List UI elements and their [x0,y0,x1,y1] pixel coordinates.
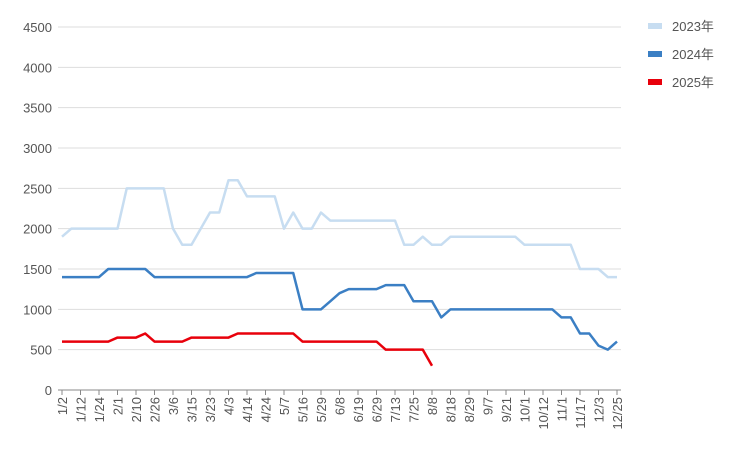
y-tick-label: 3500 [23,101,52,116]
y-tick-label: 1000 [23,302,52,317]
x-tick-label: 6/8 [333,397,348,415]
legend-swatch [648,23,662,29]
y-tick-label: 4500 [23,20,52,35]
x-tick-label: 5/7 [277,397,292,415]
x-tick-label: 12/3 [592,397,607,422]
x-tick-label: 7/25 [407,397,422,422]
x-tick-label: 11/1 [555,397,570,421]
x-tick-label: 9/7 [481,397,496,415]
y-tick-label: 2000 [23,222,52,237]
x-tick-label: 3/15 [185,397,200,422]
x-tick-label: 2/1 [111,397,126,415]
x-tick-label: 10/12 [536,397,551,430]
x-tick-label: 1/24 [92,397,107,422]
x-tick-label: 6/29 [370,397,385,422]
x-tick-label: 12/25 [610,397,625,430]
x-tick-label: 8/18 [444,397,459,422]
x-tick-label: 7/13 [388,397,403,422]
y-tick-label: 0 [45,383,52,398]
x-tick-label: 2/10 [129,397,144,422]
legend-swatch [648,79,662,85]
series-line [62,267,618,351]
x-tick-label: 4/3 [222,397,237,415]
legend-label: 2024年 [672,47,714,62]
x-tick-label: 6/19 [351,397,366,422]
y-tick-label: 500 [30,343,52,358]
legend-label: 2025年 [672,75,714,90]
x-tick-label: 4/24 [259,397,274,422]
x-tick-label: 3/23 [203,397,218,422]
x-tick-label: 3/6 [166,397,181,415]
x-tick-label: 1/2 [55,397,70,415]
x-tick-label: 8/8 [425,397,440,415]
x-tick-label: 5/29 [314,397,329,422]
legend-label: 2023年 [672,19,714,34]
series-line [62,332,434,367]
x-tick-label: 4/14 [240,397,255,422]
x-tick-label: 2/26 [148,397,163,422]
x-tick-label: 8/29 [462,397,477,422]
legend-swatch [648,51,662,57]
y-tick-label: 1500 [23,262,52,277]
y-tick-label: 3000 [23,141,52,156]
x-tick-label: 10/1 [518,397,533,422]
x-tick-label: 1/12 [74,397,89,422]
series-line [61,179,617,279]
x-tick-label: 9/21 [499,397,514,422]
y-tick-label: 2500 [23,181,52,196]
y-tick-label: 4000 [23,60,52,75]
x-tick-label: 5/16 [296,397,311,422]
x-tick-label: 11/17 [573,397,588,429]
